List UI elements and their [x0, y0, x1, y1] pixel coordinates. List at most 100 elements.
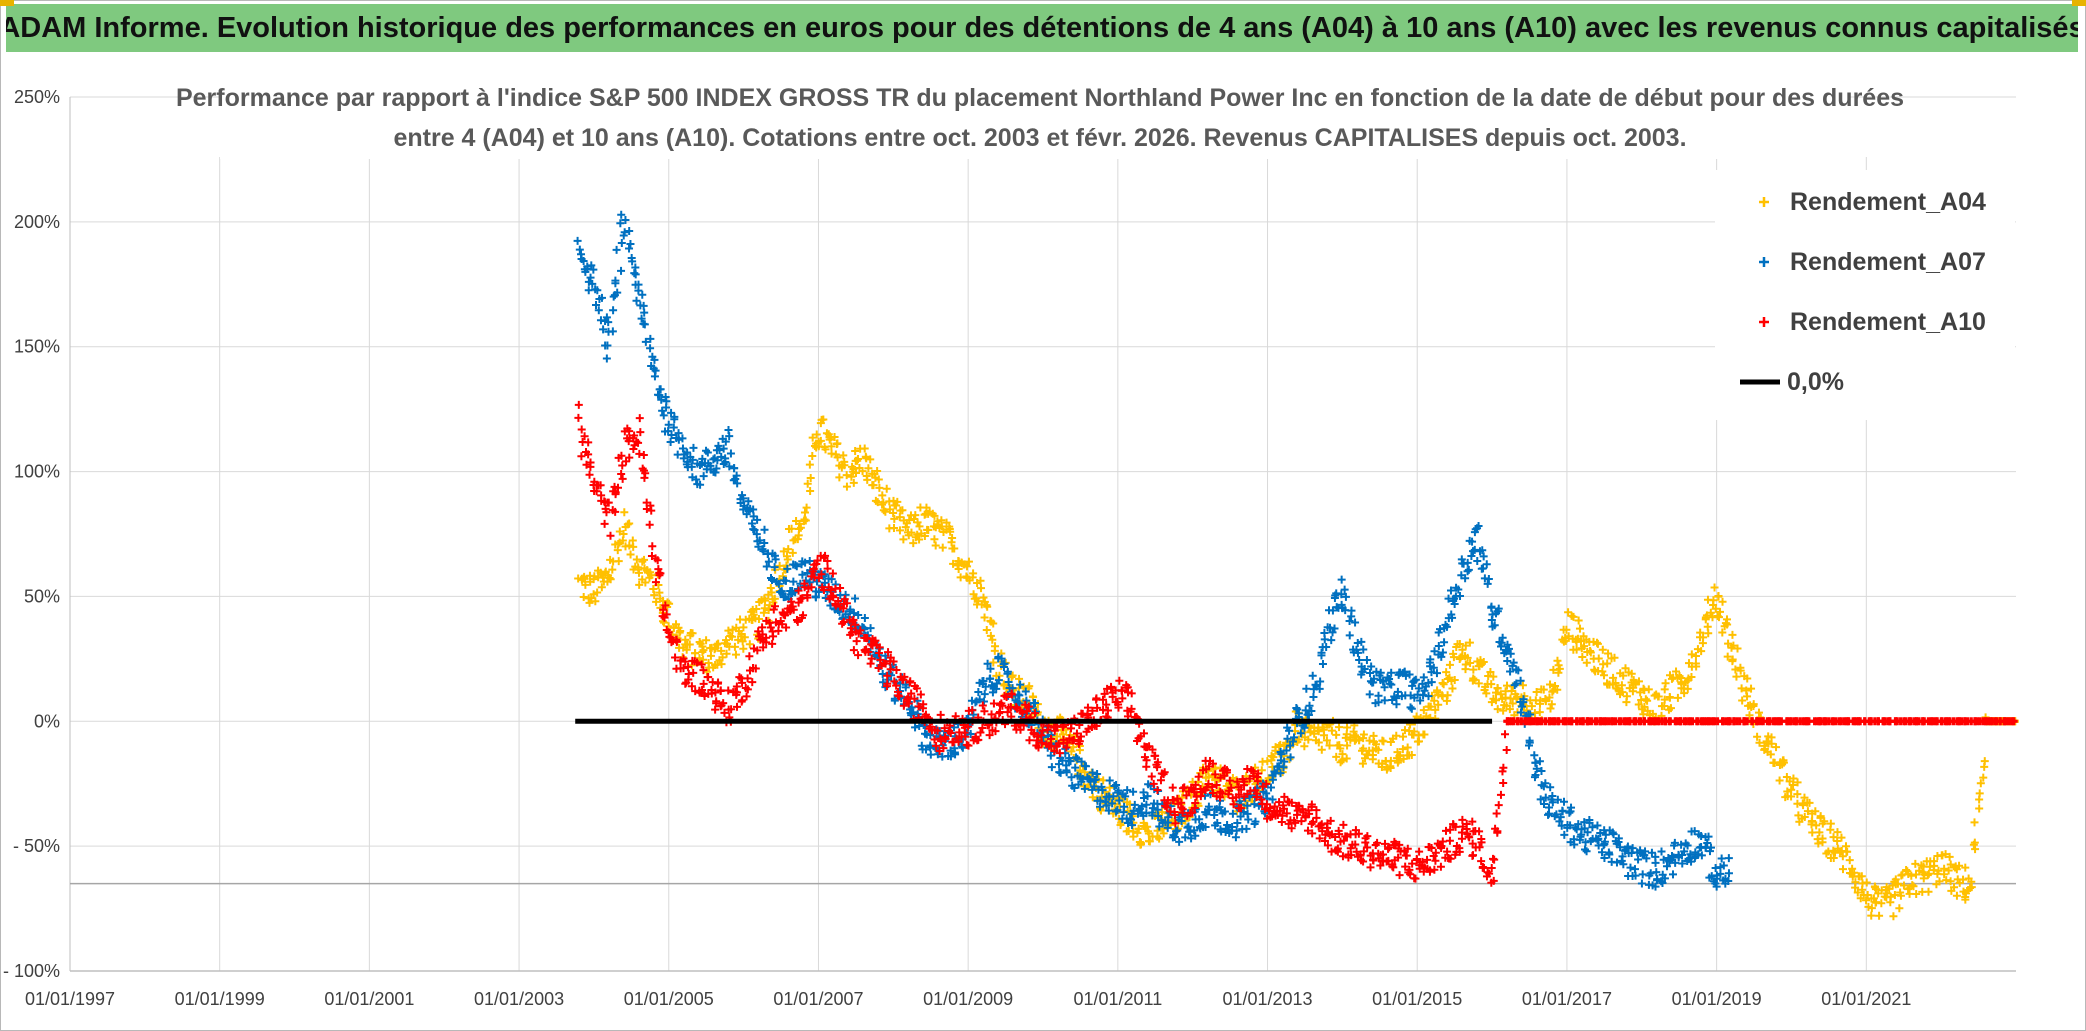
data-point — [1037, 731, 1046, 740]
data-point — [1651, 882, 1660, 891]
data-point — [827, 575, 836, 584]
data-point — [1482, 689, 1491, 698]
data-point — [1532, 687, 1541, 696]
data-point — [1225, 776, 1234, 785]
data-point — [1251, 817, 1260, 826]
data-point — [980, 690, 989, 699]
data-point — [638, 464, 647, 473]
data-point — [605, 573, 614, 582]
data-point — [1320, 629, 1329, 638]
legend-marker-swatch — [1759, 257, 1769, 267]
data-point — [1338, 852, 1347, 861]
data-point — [1266, 813, 1275, 822]
data-point — [879, 678, 888, 687]
data-point — [1493, 684, 1502, 693]
data-point — [1322, 643, 1331, 652]
data-point — [1449, 653, 1458, 662]
data-point — [849, 646, 858, 655]
report-banner-title: ADAM Informe. Evolution historique des p… — [6, 4, 2078, 52]
data-point — [608, 327, 617, 336]
data-point — [635, 414, 644, 423]
data-point — [1594, 834, 1603, 843]
data-point — [782, 623, 791, 632]
data-point — [751, 664, 760, 673]
data-point — [689, 668, 698, 677]
data-point — [712, 464, 721, 473]
data-point — [889, 509, 898, 518]
data-point — [1468, 817, 1477, 826]
data-point — [980, 613, 989, 622]
data-point — [842, 482, 851, 491]
data-point — [1163, 799, 1172, 808]
data-point — [1173, 794, 1182, 803]
data-point — [722, 636, 731, 645]
data-point — [743, 674, 752, 683]
data-point — [745, 640, 754, 649]
data-point — [1457, 555, 1466, 564]
data-point — [1187, 834, 1196, 843]
data-point — [1139, 729, 1148, 738]
data-point — [650, 591, 659, 600]
data-point — [614, 557, 623, 566]
data-point — [1489, 876, 1498, 885]
data-point — [1516, 708, 1525, 717]
data-point — [1354, 829, 1363, 838]
data-point — [1559, 797, 1568, 806]
data-point — [1170, 808, 1179, 817]
data-point — [1660, 695, 1669, 704]
data-point — [1277, 750, 1286, 759]
data-point — [976, 728, 985, 737]
data-point — [1470, 545, 1479, 554]
data-point — [634, 438, 643, 447]
data-point — [1473, 557, 1482, 566]
data-point — [1438, 679, 1447, 688]
data-point — [1142, 800, 1151, 809]
data-point — [862, 454, 871, 463]
data-point — [774, 579, 783, 588]
data-point — [1208, 759, 1217, 768]
data-point — [1455, 592, 1464, 601]
data-point — [1093, 770, 1102, 779]
data-point — [1642, 854, 1651, 863]
data-point — [1458, 651, 1467, 660]
data-point — [1386, 763, 1395, 772]
data-point — [1308, 671, 1317, 680]
data-point — [1678, 859, 1687, 868]
data-point — [839, 604, 848, 613]
data-point — [611, 507, 620, 516]
data-point — [1400, 667, 1409, 676]
data-point — [1331, 833, 1340, 842]
data-point — [1054, 739, 1063, 748]
data-point — [860, 444, 869, 453]
data-point — [1483, 579, 1492, 588]
data-point — [1115, 796, 1124, 805]
data-point — [781, 576, 790, 585]
data-point — [1902, 865, 1911, 874]
data-point — [589, 575, 598, 584]
data-point — [800, 583, 809, 592]
data-point — [1862, 878, 1871, 887]
data-point — [1723, 652, 1732, 661]
data-point — [1583, 828, 1592, 837]
data-point — [1304, 735, 1313, 744]
data-point — [602, 354, 611, 363]
data-point — [1627, 669, 1636, 678]
data-point — [1440, 638, 1449, 647]
data-point — [805, 578, 814, 587]
data-point — [1129, 832, 1138, 841]
data-point — [1622, 698, 1631, 707]
data-point — [1359, 645, 1368, 654]
data-point — [658, 597, 667, 606]
data-point — [1793, 790, 1802, 799]
data-point — [626, 550, 635, 559]
series-rendement-a07 — [573, 210, 1733, 891]
data-point — [1407, 704, 1416, 713]
data-point — [1519, 695, 1528, 704]
data-point — [1147, 772, 1156, 781]
data-point — [724, 686, 733, 695]
data-point — [1305, 701, 1314, 710]
data-point — [1427, 678, 1436, 687]
data-point — [1608, 828, 1617, 837]
x-tick-label: 01/01/2003 — [474, 989, 564, 1009]
data-point — [1448, 684, 1457, 693]
